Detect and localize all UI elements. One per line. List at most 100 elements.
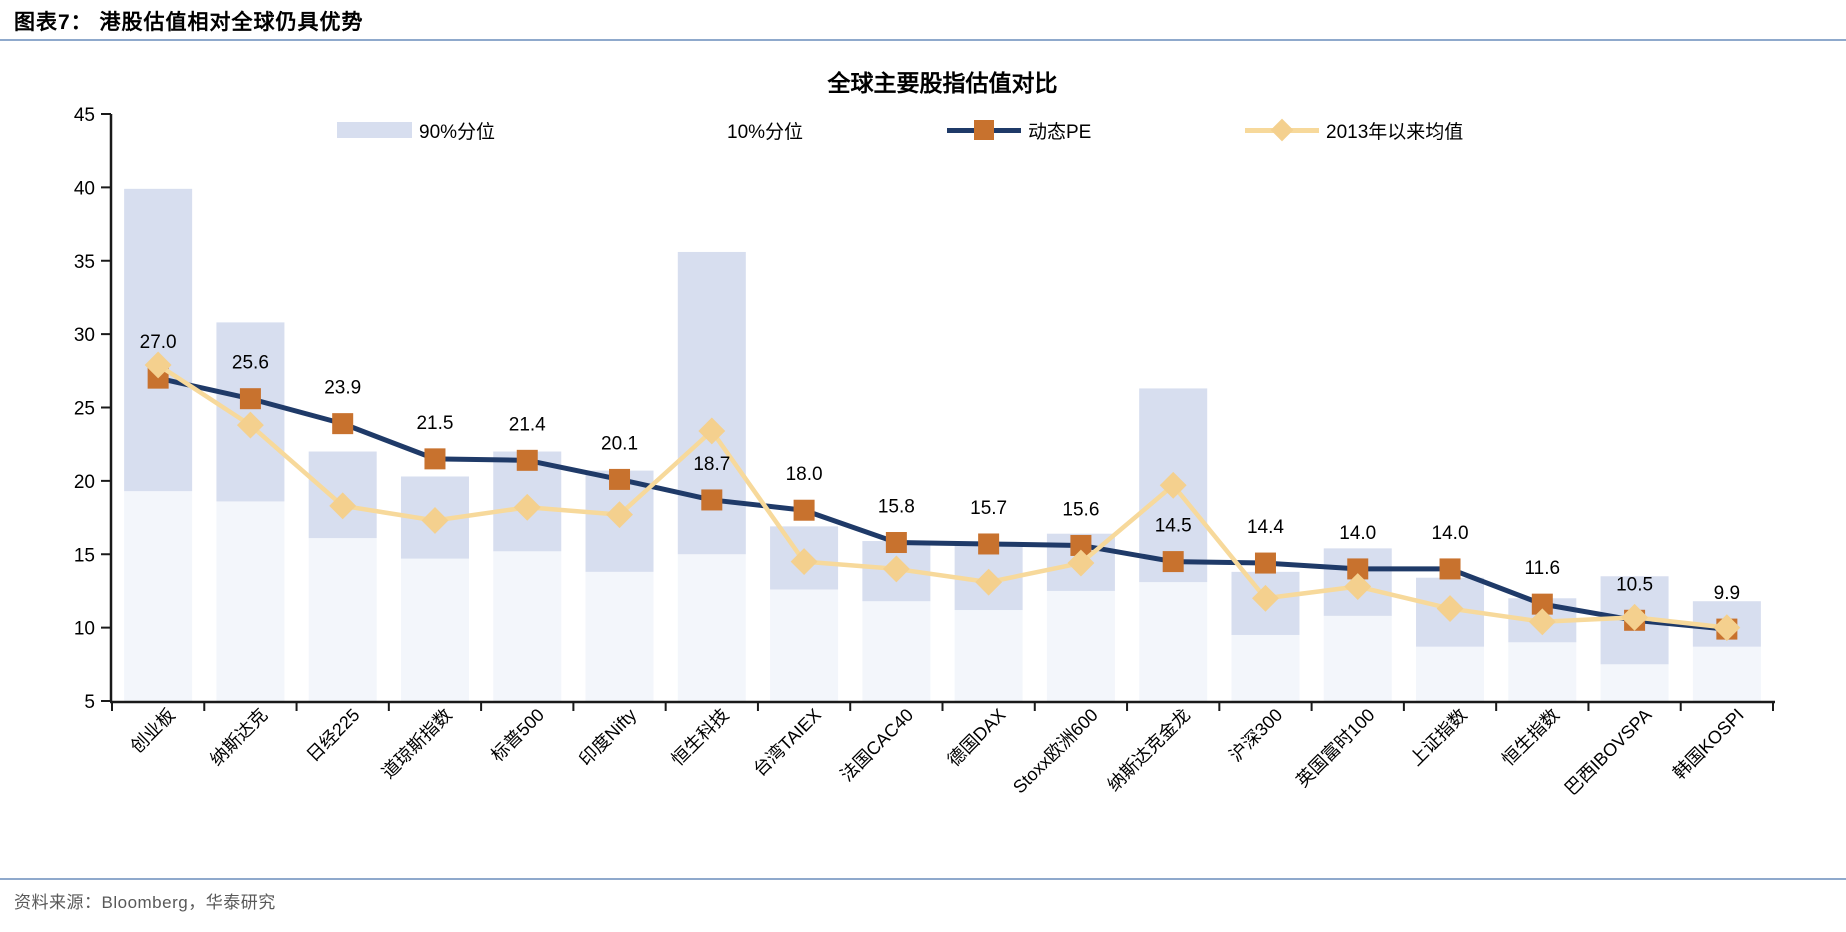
data-label: 15.7 [970,498,1007,519]
category-label: 台湾TAIEX [749,705,824,780]
category-label: 恒生指数 [1498,705,1563,770]
legend-label-10pct: 10%分位 [727,121,804,143]
category-label: 巴西IBOVSPA [1561,705,1656,800]
category-label: 标普500 [487,705,548,766]
p10-bar [1046,590,1115,701]
p90-bar [124,188,193,492]
pe-marker [1254,552,1276,574]
data-label: 21.4 [509,414,546,435]
avg-line-swatch-icon [1245,118,1319,142]
p10-bar [1323,615,1392,701]
pe-marker [1162,551,1184,573]
pe-marker [332,413,354,435]
title-divider [0,39,1846,41]
category-label: Stoxx欧洲600 [1009,705,1102,798]
pe-marker [793,499,815,521]
category-label: 创业板 [127,705,179,757]
category-label: 日经225 [303,705,364,766]
pe-marker [516,449,538,471]
avg-line [156,363,1728,630]
p10-bar [1692,646,1761,701]
pe-marker [1531,593,1553,615]
p10-bar [1416,646,1485,701]
pe-marker [1439,558,1461,580]
source-note: 资料来源：Bloomberg，华泰研究 [14,893,276,912]
data-label: 11.6 [1525,558,1561,579]
p10-bar [308,538,377,701]
p10-bar [770,589,839,701]
category-label: 纳斯达克金龙 [1104,705,1195,796]
legend-label-pe: 动态PE [1028,121,1092,143]
legend-item-90pct: 90%分位 [337,117,495,143]
y-tick-label: 15 [74,545,95,566]
y-tick-label: 45 [74,105,95,126]
category-label: 上证指数 [1406,705,1471,770]
data-label: 21.5 [416,413,453,434]
data-label: 25.6 [232,353,269,374]
p10-bar [1600,664,1669,701]
pe-marker [1070,534,1092,556]
data-label: 14.0 [1339,523,1376,544]
p10-bar [216,501,285,701]
category-label: 恒生科技 [668,705,733,770]
data-label: 9.9 [1714,583,1740,604]
data-label: 14.5 [1155,516,1192,537]
y-tick-label: 25 [74,399,95,420]
data-label: 27.0 [140,332,177,353]
pe-marker [978,533,1000,555]
data-label: 14.4 [1247,517,1284,538]
p10-bar [124,491,193,701]
data-label: 18.7 [693,454,730,475]
data-label: 10.5 [1616,574,1653,595]
legend-item-avg: 2013年以来均值 [1245,117,1463,143]
legend-label-90pct: 90%分位 [419,121,496,143]
p10-bar [585,571,654,701]
legend-item-10pct: 10%分位 [645,117,803,143]
category-label: 印度Nifty [575,705,640,770]
pe-marker [609,468,631,490]
category-label: 德国DAX [944,705,1010,771]
legend-swatch-10pct [645,122,720,138]
pe-marker [1347,558,1369,580]
category-label: 道琼斯指数 [378,705,456,783]
p10-bar [677,554,746,701]
data-label: 20.1 [601,433,638,454]
y-tick-label: 5 [84,692,95,713]
p10-bar [1231,634,1300,701]
data-label: 18.0 [786,464,823,485]
y-tick-label: 20 [74,472,95,493]
chart-title: 全球主要股指估值对比 [827,70,1058,96]
data-label: 14.0 [1432,523,1469,544]
category-label: 法国CAC40 [837,705,918,786]
p10-bar [1508,642,1577,701]
category-label: 英国富时100 [1292,705,1378,791]
y-tick-label: 40 [74,178,95,199]
figure-title: 图表7： 港股估值相对全球仍具优势 [14,11,364,34]
y-tick-label: 35 [74,252,95,273]
pe-line-swatch-icon [947,119,1021,141]
data-label: 15.8 [878,497,915,518]
p10-bar [862,601,931,701]
legend-item-pe: 动态PE [947,117,1091,143]
pe-marker [424,448,446,470]
y-tick-label: 10 [74,619,95,640]
pe-marker [885,532,907,554]
pe-marker [701,489,723,511]
p10-bar [493,551,562,701]
category-label: 韩国KOSPI [1669,705,1748,784]
footer-divider [0,878,1846,880]
category-label: 沪深300 [1225,705,1286,766]
pe-marker [239,388,261,410]
p10-bar [1139,582,1208,701]
data-label: 23.9 [324,378,361,399]
legend-label-avg: 2013年以来均值 [1326,121,1464,143]
data-label: 15.6 [1062,499,1099,520]
y-tick-label: 30 [74,325,95,346]
p10-bar [954,610,1023,701]
p10-bar [400,558,469,701]
legend-swatch-90pct [337,122,412,138]
pe-line [157,375,1728,632]
category-label: 纳斯达克 [206,705,271,770]
